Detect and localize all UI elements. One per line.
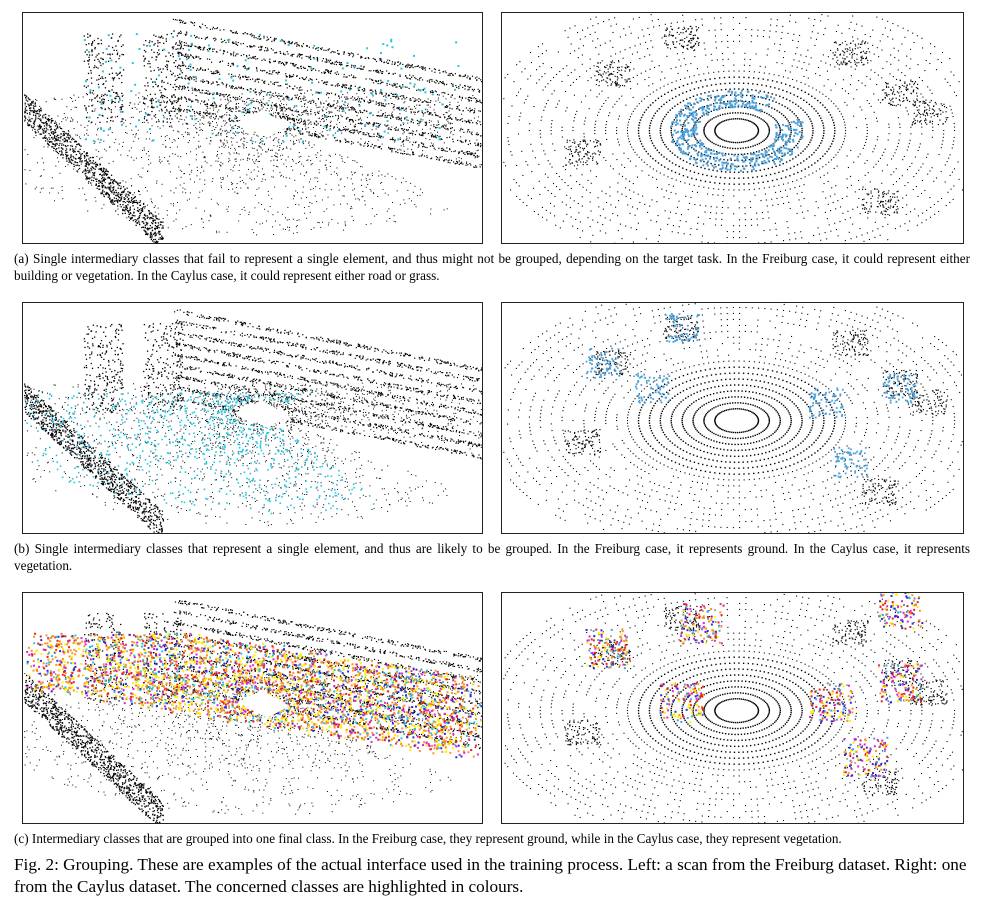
freiburg-scan-a: [24, 18, 482, 243]
panel-c-caylus: [501, 592, 964, 824]
freiburg-scan-b: [23, 309, 482, 533]
figure-caption: Fig. 2: Grouping. These are examples of …: [14, 854, 974, 898]
panel-a-freiburg: [22, 12, 483, 244]
panel-c-freiburg: [22, 592, 483, 824]
caylus-scan-c: [503, 593, 963, 823]
subcaption-c: (c) Intermediary classes that are groupe…: [14, 830, 970, 847]
freiburg-scan-c: [24, 600, 482, 823]
caylus-scan-b: [503, 303, 963, 533]
panel-b-freiburg: [22, 302, 483, 534]
subcaption-b: (b) Single intermediary classes that rep…: [14, 540, 970, 574]
panel-b-caylus: [501, 302, 964, 534]
subcaption-a: (a) Single intermediary classes that fai…: [14, 250, 970, 284]
caylus-scan-a: [503, 14, 963, 243]
panel-a-caylus: [501, 12, 964, 244]
